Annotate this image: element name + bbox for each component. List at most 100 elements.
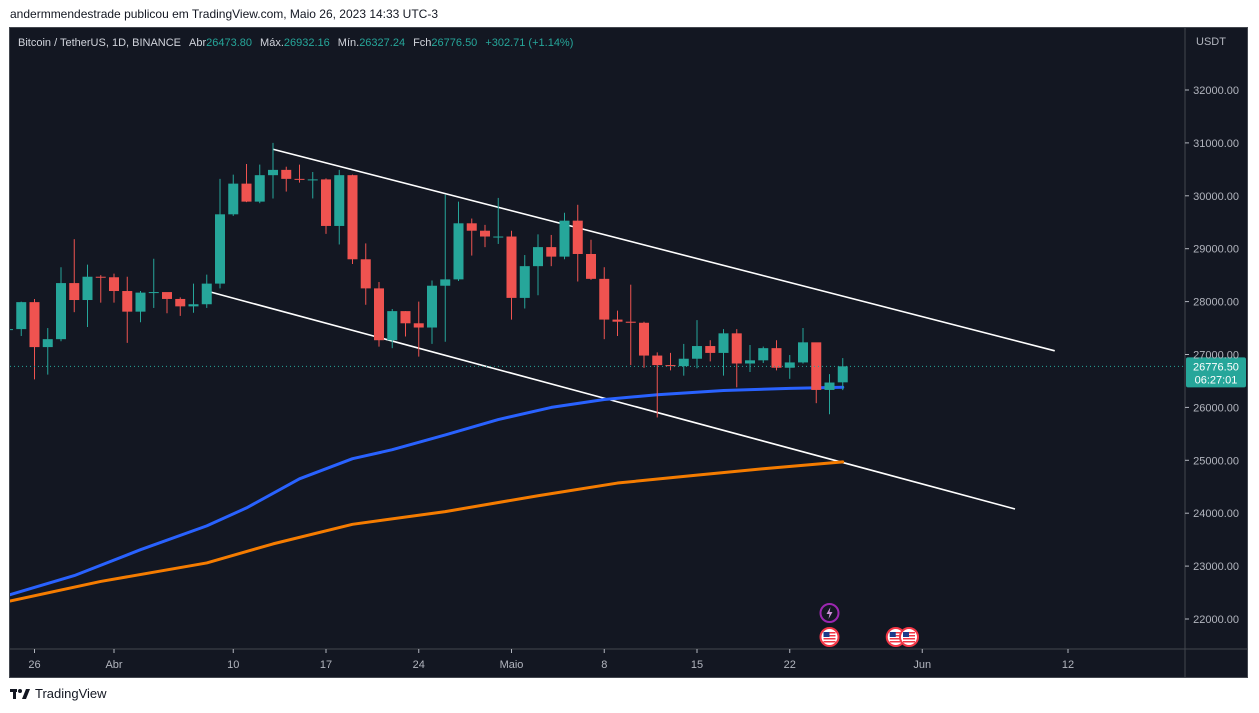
legend-high-label: Máx.: [260, 37, 284, 49]
candle: [188, 283, 199, 313]
legend-symbol: Bitcoin / TetherUS, 1D, BINANCE: [18, 37, 181, 49]
candle-body: [506, 236, 517, 298]
candle: [665, 352, 676, 371]
candle: [639, 321, 649, 368]
candle-body: [374, 288, 384, 341]
candle-body: [612, 319, 623, 322]
candle: [559, 212, 570, 260]
moving-averages: [10, 385, 845, 603]
lightning-glyph: [826, 607, 833, 619]
x-tick-label: Maio: [500, 659, 524, 671]
tradingview-logo-icon: [10, 688, 30, 699]
candle-body: [360, 259, 371, 289]
candle-body: [69, 283, 80, 301]
candle: [837, 358, 848, 391]
x-tick-label: 8: [601, 659, 607, 671]
legend-low: 26327.24: [359, 37, 405, 49]
candle-body: [82, 276, 93, 301]
candle: [334, 169, 345, 245]
publish-header: andermmendestrade publicou em TradingVie…: [10, 7, 439, 21]
candle-body: [678, 358, 689, 367]
chart-panel[interactable]: 26776.50 06:27:01 USDT 32000.00 31000.00 300…: [9, 27, 1248, 678]
candle-body: [665, 365, 676, 367]
candle: [519, 255, 530, 309]
candle: [268, 142, 278, 199]
price-axis-unit: USDT: [1196, 36, 1226, 48]
candle-body: [731, 333, 742, 364]
candle-body: [413, 323, 424, 328]
candle: [360, 243, 371, 305]
candle-body: [533, 247, 543, 267]
candle: [625, 284, 636, 366]
y-tick-label: 24000.00: [1193, 508, 1239, 520]
flag-stripe: [889, 638, 902, 640]
candle: [758, 346, 769, 363]
candle: [109, 273, 119, 303]
x-tick-label: 15: [691, 659, 703, 671]
candle-body: [453, 223, 464, 280]
candle-body: [824, 382, 835, 390]
candle: [387, 309, 398, 349]
candle: [307, 171, 318, 199]
legend-change: +302.71 (+1.14%): [485, 37, 573, 49]
candle: [16, 301, 27, 336]
candle-body: [175, 298, 186, 307]
candle: [228, 174, 239, 216]
flag-canton: [823, 632, 830, 637]
candle: [56, 267, 66, 342]
candle: [400, 311, 411, 337]
candle-body: [42, 339, 53, 348]
candle: [784, 355, 795, 379]
x-tick-label: Abr: [105, 659, 122, 671]
candle: [42, 328, 53, 375]
event-markers: [819, 603, 919, 647]
flag-canton: [903, 632, 909, 637]
candle-body: [334, 175, 345, 226]
us-flag-icon: [819, 627, 840, 647]
candle-body: [559, 220, 570, 257]
candle: [69, 239, 80, 313]
flag-canton: [889, 632, 896, 637]
candle: [771, 340, 782, 371]
x-tick-label: 17: [320, 659, 332, 671]
candle: [745, 344, 755, 372]
candle: [122, 276, 133, 343]
candle: [453, 201, 464, 281]
candle-body: [599, 278, 610, 320]
candle: [321, 178, 331, 234]
candle-body: [427, 285, 437, 328]
y-tick-label: 27000.00: [1193, 350, 1239, 362]
candle-body: [837, 366, 848, 383]
candle: [705, 340, 716, 362]
candle-body: [758, 348, 769, 361]
candle-body: [519, 266, 530, 298]
candle-body: [162, 292, 172, 299]
candle-body: [400, 311, 411, 324]
x-tick-label: 10: [227, 659, 239, 671]
legend-close: 26776.50: [431, 37, 477, 49]
y-tick-label: 32000.00: [1193, 85, 1239, 97]
candle: [215, 178, 225, 289]
x-tick-label: 12: [1062, 659, 1074, 671]
countdown-label: 06:27:01: [1195, 374, 1238, 386]
candle-body: [16, 302, 27, 330]
x-tick-label: 22: [784, 659, 796, 671]
candle: [612, 310, 623, 336]
candle: [29, 298, 40, 380]
candle-body: [321, 179, 331, 226]
candle-body: [811, 342, 822, 390]
us-flag-icon: [899, 627, 919, 647]
candle-body: [122, 291, 133, 312]
candle: [10, 329, 13, 331]
legend-high: 26932.16: [284, 37, 330, 49]
lightning-icon: [819, 603, 840, 623]
candle: [201, 274, 212, 308]
y-tick-label: 22000.00: [1193, 614, 1239, 626]
candle: [824, 374, 835, 415]
candle-body: [188, 304, 199, 307]
candle-body: [228, 183, 239, 215]
candle-body: [135, 292, 146, 312]
y-tick-label: 29000.00: [1193, 244, 1239, 256]
candle: [811, 342, 822, 404]
